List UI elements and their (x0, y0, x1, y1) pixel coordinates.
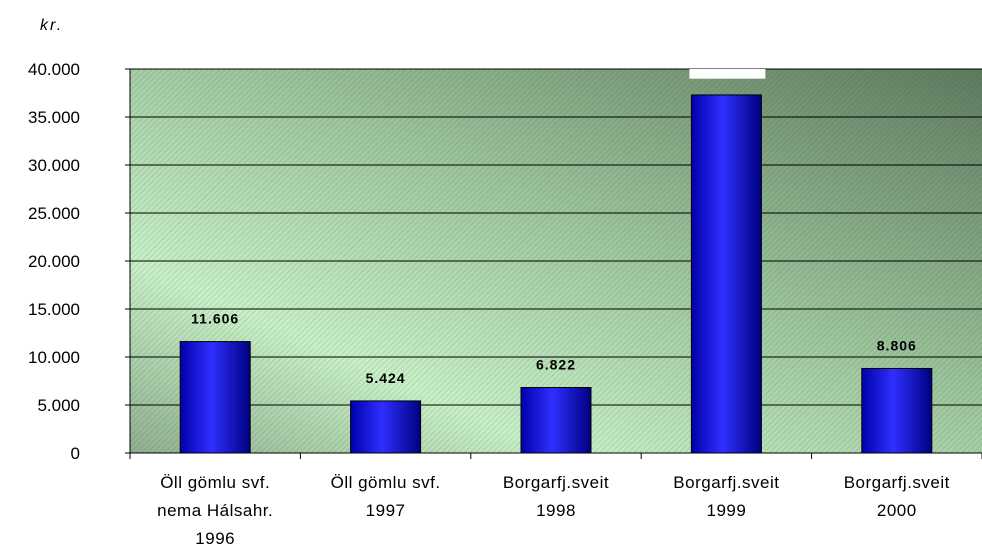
y-tick-label: 0 (71, 444, 80, 463)
y-unit-label: kr. (40, 17, 63, 34)
bar (179, 341, 251, 454)
y-tick-label: 5.000 (37, 396, 80, 415)
x-category-label-line: Borgarfj.sveit (503, 473, 609, 492)
x-category-label-line: 1999 (706, 501, 746, 520)
x-category-label-line: 1998 (536, 501, 576, 520)
y-tick-label: 35.000 (28, 108, 80, 127)
y-tick-label: 25.000 (28, 204, 80, 223)
x-category-label-line: Borgarfj.sveit (844, 473, 950, 492)
x-category-label: Öll gömlu svf. nema Hálsahr. 1996 (157, 473, 273, 548)
data-label: 5.424 (366, 370, 406, 386)
x-category-label-line: Öll gömlu svf. (331, 473, 441, 492)
bar (350, 400, 422, 454)
gridlines (130, 68, 982, 406)
x-category-label-line: Öll gömlu svf. (160, 473, 270, 492)
y-tick-label: 40.000 (28, 60, 80, 79)
bar (690, 94, 762, 454)
data-labels: 11.606 5.424 6.822 8.806 (191, 311, 917, 386)
x-category-label: Borgarfj.sveit 1999 (673, 473, 779, 520)
y-tick-label: 20.000 (28, 252, 80, 271)
y-tick-label: 10.000 (28, 348, 80, 367)
bar-overflow-gap (689, 69, 766, 79)
x-category-label-line: 1997 (366, 501, 406, 520)
x-category-label-line: 2000 (877, 501, 917, 520)
data-label: 8.806 (877, 337, 917, 353)
x-category-label-line: 1996 (195, 529, 235, 548)
x-category-label: Öll gömlu svf. 1997 (331, 473, 441, 520)
x-category-label-line: Borgarfj.sveit (673, 473, 779, 492)
bar (861, 367, 933, 454)
bar (520, 387, 592, 454)
data-label: 11.606 (191, 311, 239, 327)
x-category-label-line: nema Hálsahr. (157, 501, 273, 520)
bars (179, 69, 933, 454)
x-category-label: Borgarfj.sveit 2000 (844, 473, 950, 520)
y-axis: 0 5.000 10.000 15.000 20.000 25.000 30.000 35.0… (28, 60, 131, 463)
y-tick-label: 15.000 (28, 300, 80, 319)
x-category-label: Borgarfj.sveit 1998 (503, 473, 609, 520)
data-label: 6.822 (536, 357, 576, 373)
y-tick-label: 30.000 (28, 156, 80, 175)
